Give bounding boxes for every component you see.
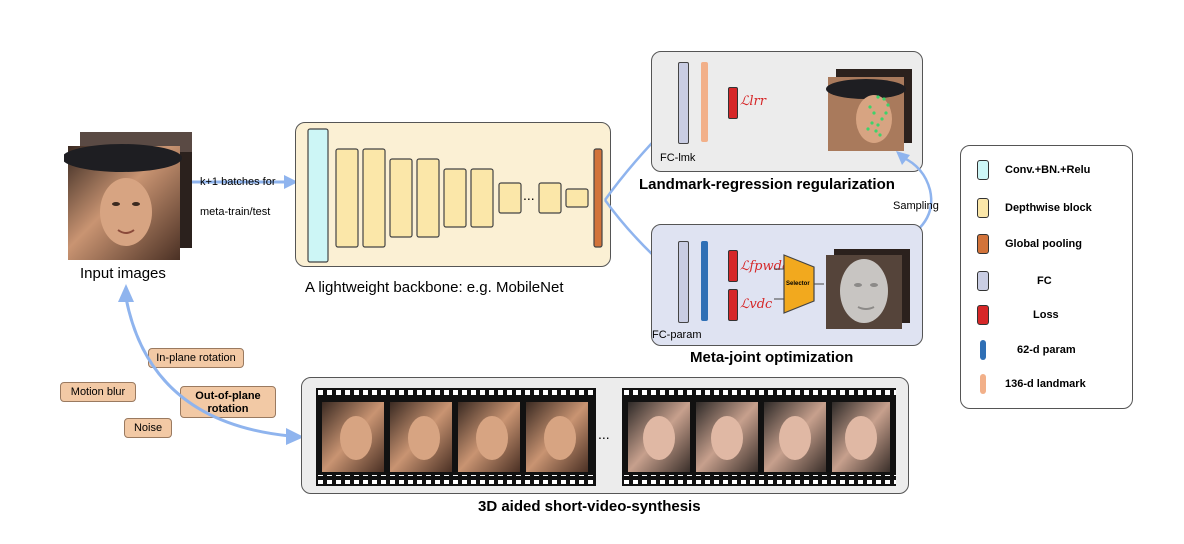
landmark-face-image <box>826 69 912 151</box>
backbone-layers <box>307 128 603 263</box>
global-pooling-layer <box>593 148 603 248</box>
sampling-label: Sampling <box>893 200 939 212</box>
meta-face-image <box>826 249 910 329</box>
legend-label-conv: Conv.+BN.+Relu <box>1005 164 1091 176</box>
depthwise-block <box>443 168 467 228</box>
loss-vdc-label: ℒvdc <box>740 297 773 312</box>
fc-lmk-label: FC-lmk <box>660 152 696 164</box>
meta-panel: ℒfpwdc ℒvdc Selector FC-param <box>651 224 923 346</box>
loss-lrr-block <box>728 87 738 119</box>
legend-swatch-fc <box>977 271 989 291</box>
conv-layer <box>307 128 329 263</box>
fc-lmk-layer <box>678 62 689 144</box>
legend-label-pooling: Global pooling <box>1005 238 1082 250</box>
legend-swatch-conv <box>977 160 989 180</box>
chip-out-of-plane-line1: Out-of-plane <box>195 390 261 402</box>
chip-noise: Noise <box>124 418 172 438</box>
legend-label-param: 62-d param <box>1017 344 1076 356</box>
depthwise-block <box>470 168 494 228</box>
depthwise-block <box>362 148 386 248</box>
video-synthesis-arrow <box>118 284 304 445</box>
legend-swatch-depthwise <box>977 198 989 218</box>
chip-in-plane-rotation: In-plane rotation <box>148 348 244 368</box>
legend-swatch-loss <box>977 305 989 325</box>
landmark-vector <box>701 62 708 142</box>
depthwise-block <box>335 148 359 248</box>
fc-param-label: FC-param <box>652 329 702 341</box>
chip-motion-blur: Motion blur <box>60 382 136 402</box>
input-images-label: Input images <box>80 265 166 282</box>
video-title: 3D aided short-video-synthesis <box>478 498 701 515</box>
landmark-title: Landmark-regression regularization <box>639 176 895 193</box>
legend-swatch-landmark <box>980 374 986 394</box>
loss-fpwdc-block <box>728 250 738 282</box>
film-strips <box>316 388 896 486</box>
input-to-backbone-arrow <box>192 175 298 189</box>
param-vector <box>701 241 708 321</box>
video-ellipsis: ... <box>598 426 610 442</box>
arrow-text-meta: meta-train/test <box>200 206 271 218</box>
loss-fpwdc-label: ℒfpwdc <box>740 259 790 274</box>
depthwise-block <box>416 158 440 238</box>
chip-out-of-plane-rotation: Out-of-plane rotation <box>180 386 276 418</box>
legend-panel: Conv.+BN.+Relu Depthwise block Global po… <box>960 145 1133 409</box>
meta-title: Meta-joint optimization <box>690 349 854 366</box>
backbone-panel: ... <box>295 122 611 267</box>
arrow-text-batches: k+1 batches for <box>200 176 276 188</box>
selector-label: Selector <box>786 281 810 287</box>
landmark-panel: ℒlrr FC-lmk <box>651 51 923 172</box>
backbone-label: A lightweight backbone: e.g. MobileNet <box>305 279 564 296</box>
backbone-ellipsis: ... <box>523 187 535 203</box>
loss-lrr-label: ℒlrr <box>740 94 766 109</box>
depthwise-block <box>389 158 413 238</box>
legend-label-depthwise: Depthwise block <box>1005 202 1092 214</box>
legend-label-loss: Loss <box>1033 309 1059 321</box>
depthwise-block <box>538 182 562 214</box>
video-panel: ... <box>301 377 909 494</box>
chip-out-of-plane-line2: rotation <box>207 403 249 415</box>
legend-label-fc: FC <box>1037 275 1052 287</box>
loss-vdc-block <box>728 289 738 321</box>
depthwise-block <box>498 182 522 214</box>
legend-label-landmark: 136-d landmark <box>1005 378 1086 390</box>
legend-swatch-pooling <box>977 234 989 254</box>
depthwise-block <box>565 188 589 208</box>
legend-swatch-param <box>980 340 986 360</box>
input-image-stack <box>64 132 192 260</box>
fc-param-layer <box>678 241 689 323</box>
selector-shape <box>774 254 824 314</box>
